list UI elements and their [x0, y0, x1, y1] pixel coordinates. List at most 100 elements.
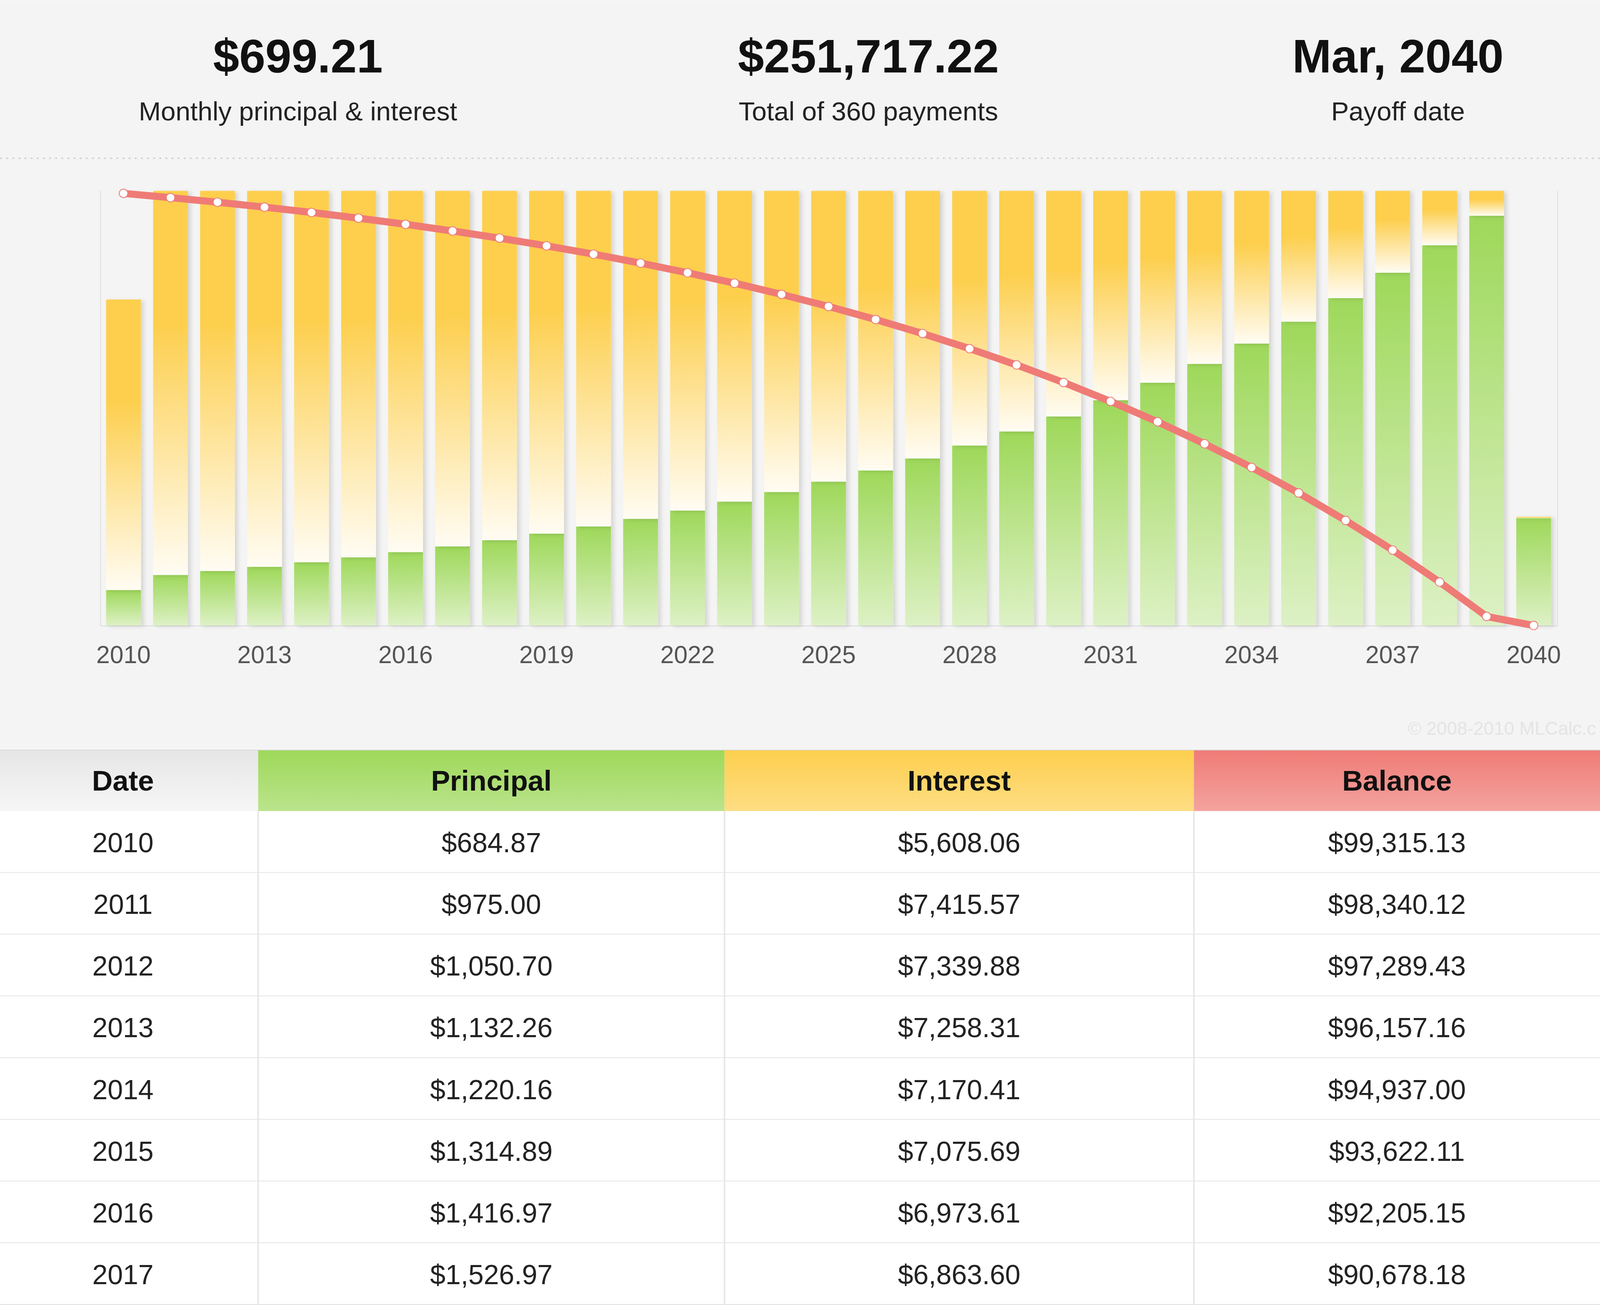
summary-value: $251,717.22	[737, 30, 999, 83]
bar	[1422, 190, 1457, 246]
bar	[952, 190, 987, 446]
bar	[1281, 321, 1316, 626]
balance-line	[123, 193, 1534, 626]
line-marker	[1294, 488, 1303, 498]
summary-value: Mar, 2040	[1292, 30, 1504, 83]
line-marker	[1059, 378, 1068, 388]
line-marker	[260, 202, 270, 212]
table-cell: $7,075.69	[897, 1136, 1021, 1168]
line-marker	[683, 268, 693, 278]
table-cell: $1,132.26	[430, 1012, 553, 1044]
top-background	[0, 0, 1600, 750]
table-cell: $93,622.11	[1329, 1136, 1465, 1168]
line-marker	[824, 302, 833, 311]
table-cell: $97,289.43	[1327, 950, 1466, 982]
x-tick: 2013	[237, 641, 292, 669]
x-tick: 2028	[942, 641, 998, 669]
table-cell: $5,608.06	[897, 827, 1021, 859]
bar	[200, 190, 235, 572]
bar	[1046, 416, 1081, 626]
table-cell: $96,157.16	[1327, 1012, 1466, 1044]
bar	[247, 190, 282, 568]
bar	[482, 540, 517, 626]
bar	[106, 299, 141, 590]
line-marker	[918, 329, 928, 338]
plot-area	[106, 189, 1552, 630]
line-marker	[213, 197, 223, 207]
bar	[717, 190, 752, 502]
summary-label: Monthly principal & interest	[138, 96, 458, 126]
bar	[1187, 364, 1222, 626]
line-marker	[166, 193, 175, 203]
bar	[764, 190, 799, 493]
line-marker	[1106, 397, 1115, 406]
table-cell: $7,339.88	[897, 950, 1021, 982]
bar	[529, 533, 564, 626]
x-tick-label: 2022	[660, 641, 715, 669]
x-axis: 2010201320162019202220252028203120342037…	[96, 626, 1561, 669]
table-row	[0, 872, 1600, 935]
table-row-border	[0, 1304, 1600, 1305]
table-cell: $1,220.16	[430, 1074, 553, 1106]
x-tick: 2016	[378, 641, 433, 669]
bar	[152, 575, 188, 626]
table-cell: 2010	[92, 827, 154, 859]
line-marker	[354, 213, 363, 223]
table-cell: $1,050.70	[430, 950, 553, 982]
table-row	[0, 996, 1600, 1059]
x-tick: 2025	[801, 641, 856, 669]
x-tick-label: 2013	[237, 641, 292, 669]
table-cell: 2015	[92, 1136, 154, 1168]
bar	[623, 190, 658, 519]
bar	[811, 481, 846, 626]
bar	[1516, 517, 1551, 519]
summary-label: Payoff date	[1331, 96, 1465, 126]
page: $699.21 Monthly principal & interest $251,…	[0, 0, 1600, 1305]
table-header-cell	[258, 750, 725, 812]
x-tick-label: 2010	[96, 641, 151, 669]
bar	[670, 190, 705, 511]
table-cell: $7,170.41	[897, 1074, 1021, 1106]
bar-series	[106, 190, 1552, 590]
bar	[1093, 190, 1128, 400]
bar	[435, 546, 470, 626]
table-row	[0, 935, 1600, 997]
bar	[1328, 190, 1363, 298]
x-tick-label: 2034	[1224, 641, 1280, 669]
bar	[341, 557, 376, 626]
table-cell: 2013	[92, 1012, 154, 1044]
x-tick-label: 2019	[519, 641, 574, 669]
table-cell: $90,678.18	[1327, 1259, 1466, 1291]
bar	[1375, 272, 1410, 626]
bar	[576, 526, 611, 626]
line-marker	[730, 279, 740, 288]
bar	[247, 567, 282, 626]
x-tick-label: 2025	[801, 641, 856, 669]
line-marker	[1388, 545, 1398, 555]
bar	[294, 190, 329, 563]
table-row	[0, 811, 1600, 873]
table-cell: $1,314.89	[430, 1136, 553, 1168]
bar	[670, 510, 705, 626]
y-axis	[100, 190, 101, 626]
table-header-cell	[724, 750, 1195, 812]
line-marker	[307, 208, 316, 218]
table-cell: $94,937.00	[1327, 1074, 1466, 1106]
table-cell: 2011	[93, 889, 153, 920]
table-cell: 2016	[92, 1197, 154, 1229]
line-marker	[1012, 360, 1022, 370]
table-header-text: Date	[92, 765, 155, 798]
line-marker	[636, 258, 645, 268]
summary-value: $699.21	[213, 30, 383, 83]
bar	[1140, 190, 1175, 383]
table-row	[0, 1181, 1600, 1244]
bar	[1469, 190, 1504, 216]
line-marker	[1482, 612, 1492, 622]
line-marker	[542, 241, 551, 251]
bar	[1046, 190, 1081, 417]
table-header-cell	[1193, 750, 1600, 812]
line-marker	[495, 233, 505, 243]
bar	[435, 190, 470, 547]
x-tick: 2022	[660, 641, 715, 669]
table-cell: $1,526.97	[430, 1259, 553, 1291]
